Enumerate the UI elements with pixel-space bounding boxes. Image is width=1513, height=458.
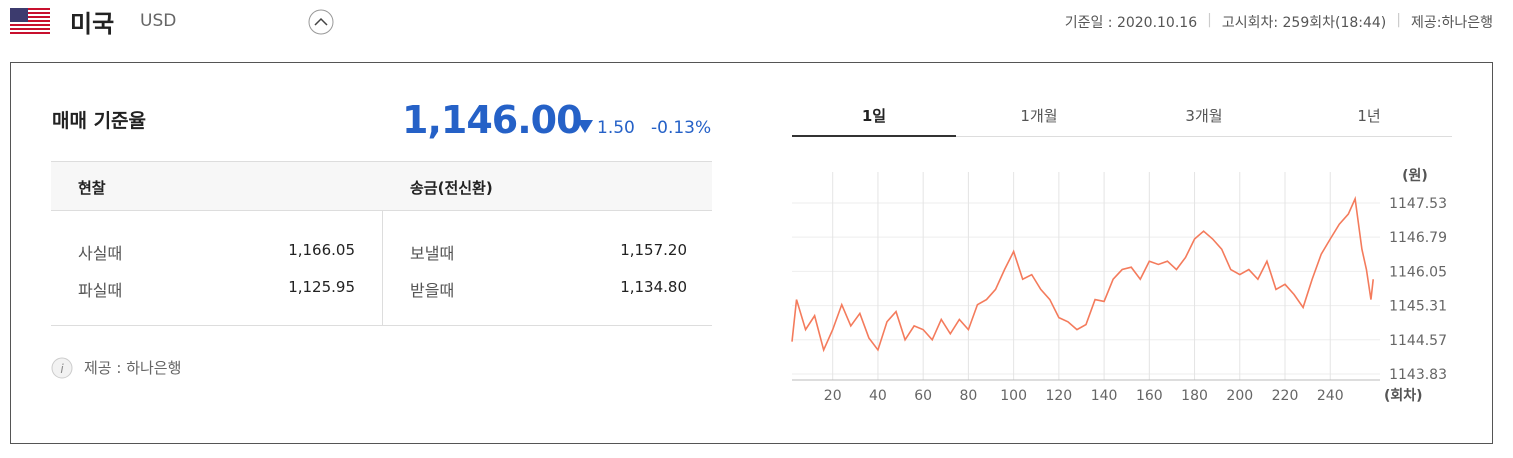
y-tick-label: 1146.05 <box>1389 264 1447 280</box>
series-line <box>791 195 1375 353</box>
x-tick-label: 40 <box>869 388 887 404</box>
y-tick-label: 1146.79 <box>1389 230 1447 246</box>
tab[interactable]: 3개월 <box>1185 107 1223 125</box>
rate-change: 1.50 <box>597 118 635 138</box>
x-tick-label: 140 <box>1091 388 1118 404</box>
source: 제공 : 하나은행 <box>84 359 182 377</box>
tab[interactable]: 1개월 <box>1020 107 1058 125</box>
x-tick-label: 220 <box>1272 388 1299 404</box>
cell: 보낼때 <box>410 244 455 263</box>
y-tick-label: 1143.83 <box>1389 367 1447 383</box>
x-tick-label: 120 <box>1045 388 1072 404</box>
y-tick-label: 1147.53 <box>1389 196 1447 212</box>
currency: USD <box>140 11 177 31</box>
y-tick-label: 1144.57 <box>1389 333 1447 349</box>
tab[interactable]: 1년 <box>1357 107 1381 125</box>
country: 미국 <box>70 10 115 38</box>
divider <box>382 210 383 326</box>
x-tick-label: 100 <box>1000 388 1027 404</box>
cell: 1,157.20 <box>620 241 687 259</box>
flag <box>10 8 50 34</box>
cell: 사실때 <box>78 244 123 263</box>
rate-change-pct: -0.13% <box>651 118 712 138</box>
tab-active <box>792 135 956 137</box>
y-axis-label: (원) <box>1402 168 1428 184</box>
down-icon <box>577 120 593 133</box>
cell: 받을때 <box>410 281 455 300</box>
y-tick-label: 1145.31 <box>1389 299 1447 315</box>
info-round: 고시회차: 259회차(18:44) <box>1221 15 1387 31</box>
cell: 1,125.95 <box>288 278 355 296</box>
th-remit: 송금(전신환) <box>410 179 493 197</box>
divider <box>51 325 712 326</box>
tab-line <box>792 136 1452 137</box>
cell: 파실때 <box>78 281 123 300</box>
x-tick-label: 80 <box>959 388 977 404</box>
x-tick-label: 200 <box>1226 388 1253 404</box>
x-axis-label: (회차) <box>1384 388 1423 404</box>
panel <box>10 62 1493 444</box>
th-cash: 현찰 <box>78 179 106 197</box>
cell: 1,166.05 <box>288 241 355 259</box>
info: 기준일 : 2020.10.16 | 고시회차: 259회차(18:44) | 제공… <box>1064 12 1493 31</box>
cell: 1,134.80 <box>620 278 687 296</box>
info-icon: i <box>51 357 73 379</box>
info-date: 기준일 : 2020.10.16 <box>1064 15 1198 31</box>
x-tick-label: 60 <box>914 388 932 404</box>
tab[interactable]: 1일 <box>861 107 887 125</box>
x-tick-label: 20 <box>824 388 842 404</box>
rate-value: 1,146.00 <box>402 98 583 142</box>
x-tick-label: 160 <box>1136 388 1163 404</box>
table-header <box>51 161 712 211</box>
collapse-button[interactable] <box>307 8 335 36</box>
rate-label: 매매 기준율 <box>52 110 147 132</box>
x-tick-label: 180 <box>1181 388 1208 404</box>
x-tick-label: 240 <box>1317 388 1344 404</box>
chart: (원) (회차) 1143.83 1144.57 1145.31 1146.05 114… <box>791 168 1447 404</box>
info-source: 제공:하나은행 <box>1411 15 1493 31</box>
svg-text:i: i <box>60 362 64 376</box>
